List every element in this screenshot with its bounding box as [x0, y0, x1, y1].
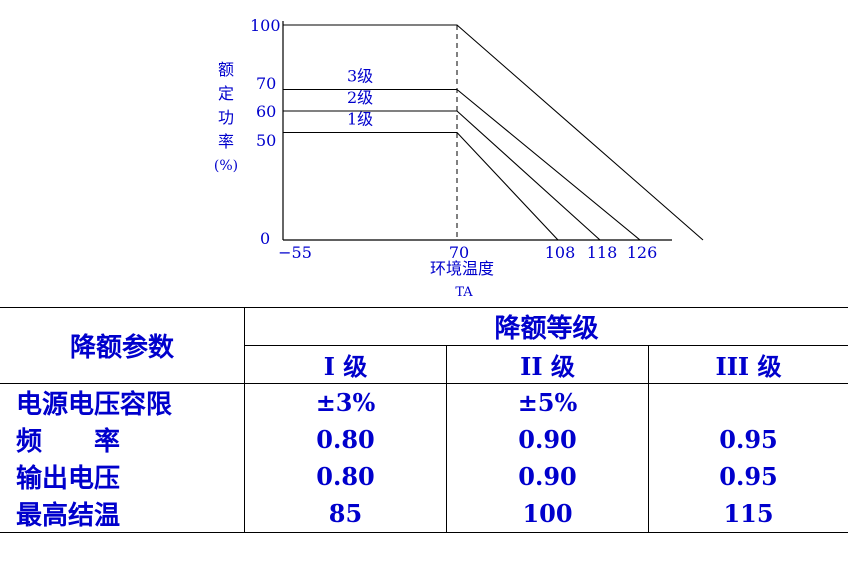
table-cell: 85: [244, 495, 447, 533]
row-label: 输出电压: [16, 464, 121, 494]
series-line-rated: [283, 24, 704, 241]
table-cell: 0.95: [648, 458, 848, 495]
param-header: 降额参数: [0, 307, 245, 384]
x-axis-label-sub: TA: [455, 285, 473, 300]
group-header: 降额等级: [244, 307, 848, 346]
y-axis-label-char: 额: [217, 60, 234, 79]
series-line-level-3: [283, 88, 641, 241]
table-cell: [648, 383, 848, 421]
x-tick-label: 126: [627, 243, 658, 262]
x-tick-label: −55: [278, 243, 312, 262]
table-cell: 0.90: [446, 458, 649, 495]
y-tick-label: 50: [256, 131, 276, 150]
table-cell: ±3%: [244, 383, 447, 421]
y-axis-label-char: 功: [217, 108, 234, 127]
table-cell: ±5%: [446, 383, 649, 421]
series-label: 2级: [347, 88, 373, 107]
series-label: 3级: [347, 67, 373, 86]
x-axis-label: 环境温度: [430, 259, 494, 278]
y-axis-label: 额 定 功 率 (%): [213, 58, 239, 178]
table-cell: 0.80: [244, 421, 447, 458]
table-cell: 115: [648, 495, 848, 533]
series-line-level-1: [283, 131, 559, 241]
y-tick-label: 60: [256, 102, 276, 121]
y-tick-label: 100: [250, 16, 281, 35]
row-label: 电源电压容限: [16, 390, 173, 420]
derating-chart: 1级 2级 3级 0 50 60 70 100 −55 70 108 118 126 环境温度 TA: [250, 16, 704, 300]
series-line-level-2: [283, 110, 601, 241]
level-header: III 级: [648, 345, 848, 384]
y-axis-label-char: (%): [213, 158, 239, 174]
table-cell: 0.90: [446, 421, 649, 458]
level-header: II 级: [446, 345, 649, 384]
y-axis-label-char: 定: [217, 84, 234, 103]
y-tick-label: 70: [256, 74, 276, 93]
table-cell: 0.95: [648, 421, 848, 458]
row-label: 最高结温: [0, 495, 245, 533]
series-label: 1级: [347, 110, 373, 129]
y-tick-label: 0: [260, 229, 270, 248]
level-header: I 级: [244, 345, 447, 384]
x-tick-label: 118: [587, 243, 618, 262]
x-tick-label: 70: [449, 243, 469, 262]
table-cell: 0.80: [244, 458, 447, 495]
row-label: 频 率: [16, 427, 121, 457]
derating-table: 降额参数 降额等级 I 级 II 级 III 级 电源电压容限 ±3% ±5% …: [0, 307, 848, 533]
y-axis-label-char: 率: [217, 132, 234, 151]
x-tick-label: 108: [545, 243, 576, 262]
table-cell: 100: [446, 495, 649, 533]
